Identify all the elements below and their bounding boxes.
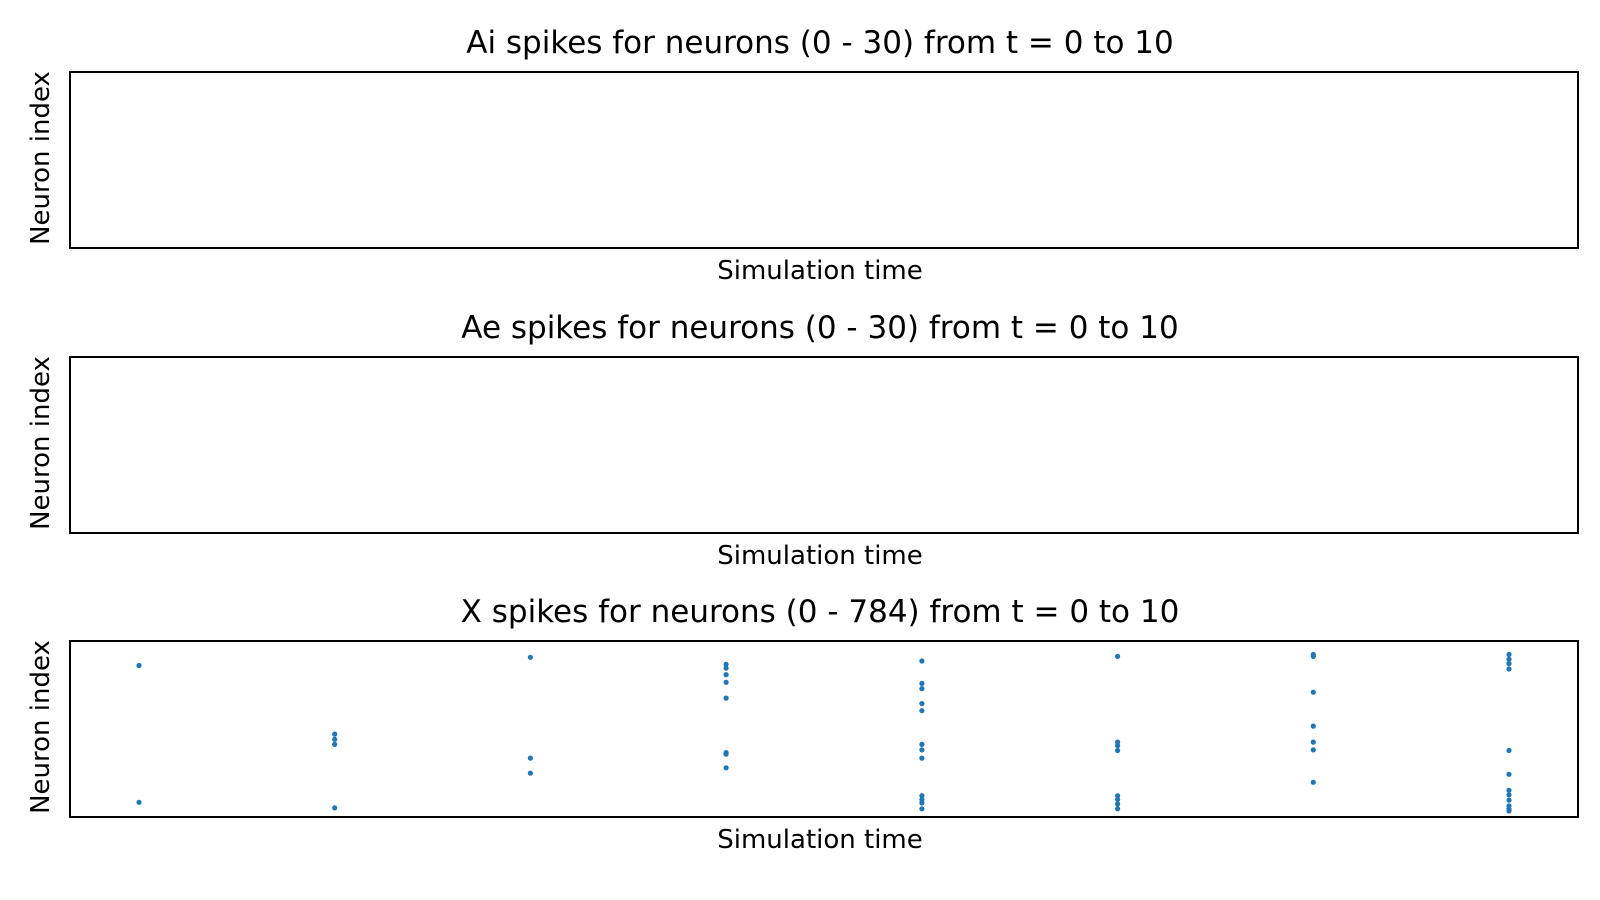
ae-spikes-raster [71, 358, 1577, 532]
spike-point [332, 731, 338, 737]
spike-point [919, 701, 925, 707]
spike-point [332, 805, 338, 811]
spike-point [1310, 653, 1316, 659]
ai-spikes-plot-area [69, 71, 1579, 249]
ai-spikes-title: Ai spikes for neurons (0 - 30) from t = … [466, 25, 1174, 61]
ae-spikes-plot-area [69, 356, 1579, 534]
spike-point [919, 806, 925, 812]
spike-point [1506, 787, 1512, 793]
spike-point [723, 665, 729, 671]
spike-point [1506, 808, 1512, 814]
spike-point [919, 747, 925, 753]
spike-point [1506, 661, 1512, 667]
spike-point [1310, 747, 1316, 753]
spike-point [1115, 743, 1121, 749]
spike-point [919, 708, 925, 714]
spike-point [1310, 689, 1316, 695]
x-spikes-title: X spikes for neurons (0 - 784) from t = … [460, 594, 1180, 630]
spike-point [1506, 771, 1512, 777]
ae-spikes-xlabel: Simulation time [717, 541, 923, 571]
spike-point [332, 736, 338, 742]
ae-spikes-ylabel: Neuron index [26, 356, 56, 530]
spike-point [919, 800, 925, 806]
spike-point [1506, 656, 1512, 662]
spike-point [527, 654, 533, 660]
spike-point [1115, 796, 1121, 803]
ai-spikes-ylabel: Neuron index [26, 71, 56, 245]
spike-point [1506, 666, 1512, 672]
x-spikes-raster [136, 651, 1512, 814]
spike-point [527, 770, 533, 776]
spike-point [723, 661, 729, 667]
spike-point [1310, 779, 1316, 785]
spike-point [136, 662, 142, 669]
ai-spikes-xlabel: Simulation time [717, 256, 923, 286]
x-spikes-xlabel: Simulation time [717, 825, 923, 855]
spike-point [1310, 739, 1316, 745]
spike-point [723, 751, 729, 757]
spike-point [136, 799, 142, 805]
spike-point [919, 658, 925, 664]
spike-point [1115, 801, 1121, 807]
spike-point [723, 695, 729, 701]
spike-point [919, 755, 925, 761]
ae-spikes-title: Ae spikes for neurons (0 - 30) from t = … [461, 310, 1179, 346]
spike-point [723, 679, 729, 685]
spike-point [919, 741, 925, 747]
spike-point [919, 686, 925, 692]
spike-point [1506, 797, 1512, 803]
x-spikes-plot-area [69, 640, 1579, 818]
spike-point [1506, 792, 1512, 798]
spike-point [332, 741, 338, 747]
spike-point [527, 755, 533, 761]
x-spikes-ylabel: Neuron index [26, 640, 56, 814]
spike-point [1506, 747, 1512, 754]
spike-point [723, 765, 729, 771]
spike-point [919, 793, 925, 799]
spike-point [919, 680, 925, 686]
spike-point [1310, 723, 1316, 729]
spike-point [1115, 739, 1121, 745]
spike-point [723, 672, 729, 678]
spike-point [1115, 793, 1121, 799]
ai-spikes-raster [71, 73, 1577, 247]
spike-point [1506, 651, 1512, 658]
spike-point [1115, 747, 1121, 754]
spike-point [1115, 653, 1121, 659]
spike-point [1115, 806, 1121, 812]
